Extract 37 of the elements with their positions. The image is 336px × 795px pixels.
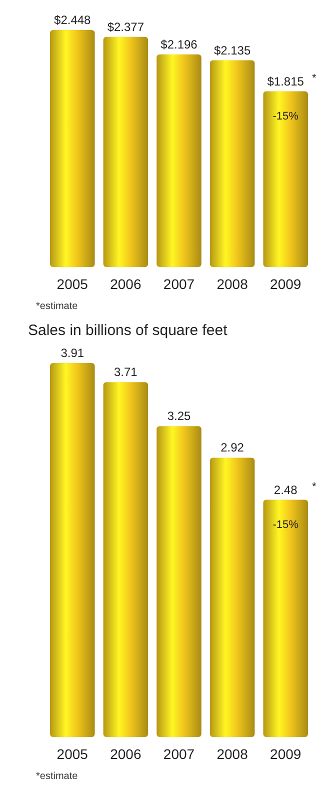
bar xyxy=(103,382,148,737)
bar xyxy=(103,36,148,267)
text: *estimate xyxy=(36,301,78,312)
x-tick-label: 2009 xyxy=(270,276,302,292)
text: *estimate xyxy=(36,771,78,782)
x-tick-label: 2008 xyxy=(216,276,248,292)
bar xyxy=(210,60,255,267)
x-tick-label: 2007 xyxy=(163,746,195,762)
x-tick-label: 2006 xyxy=(110,746,142,762)
x-tick-label: 2006 xyxy=(110,276,142,292)
data-label: $1.815 xyxy=(267,74,304,88)
data-label: $2.448 xyxy=(54,13,92,27)
bar xyxy=(263,91,308,267)
bar xyxy=(50,363,95,737)
data-label: 2.92 xyxy=(220,440,244,455)
data-label: $2.377 xyxy=(107,20,144,34)
data-label: 3.91 xyxy=(60,346,84,360)
x-tick-label: 2005 xyxy=(56,276,88,292)
data-label: 3.25 xyxy=(167,409,191,424)
annotation: * xyxy=(312,480,317,493)
x-tick-label: 2007 xyxy=(163,276,195,292)
bar xyxy=(263,500,308,737)
x-tick-label: 2005 xyxy=(56,746,88,762)
bar xyxy=(210,458,255,737)
annotation: -15% xyxy=(272,518,299,531)
data-label: 3.71 xyxy=(114,365,138,380)
annotation: * xyxy=(312,72,317,84)
annotation: -15% xyxy=(272,110,299,122)
data-label: $2.135 xyxy=(214,43,251,58)
bar xyxy=(156,54,202,267)
bar xyxy=(156,426,202,737)
data-label: 2.48 xyxy=(274,482,298,497)
data-label: $2.196 xyxy=(160,37,198,52)
chart-title: Sales in billions of square feet xyxy=(28,322,228,339)
x-tick-label: 2008 xyxy=(216,746,248,762)
bar xyxy=(50,30,95,267)
x-tick-label: 2009 xyxy=(270,746,302,762)
